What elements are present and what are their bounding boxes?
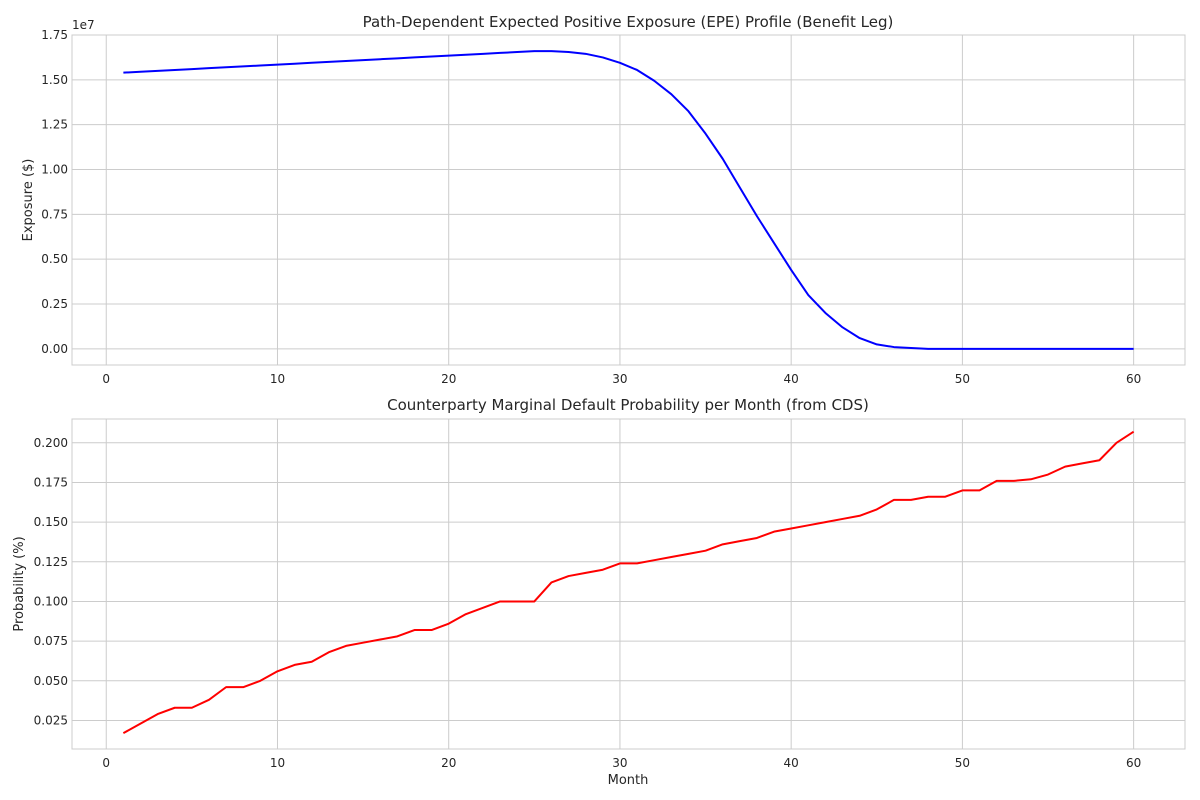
pd-y-ticks: 0.025 0.050 0.075 0.100 0.125 0.150 0.175 0.200 bbox=[34, 436, 68, 728]
pd-x-tick-label: 40 bbox=[784, 756, 799, 770]
epe-x-ticks: 0 10 20 30 40 50 60 bbox=[102, 372, 1141, 386]
pd-x-tick-label: 0 bbox=[102, 756, 110, 770]
pd-plot-area bbox=[71, 418, 1186, 750]
pd-x-tick-label: 10 bbox=[270, 756, 285, 770]
pd-y-axis-label: Probability (%) bbox=[12, 536, 27, 631]
epe-chart: 0 10 20 30 40 50 60 0.00 0.25 0.50 0.75 1.00 1.25 1.… bbox=[21, 13, 1186, 386]
epe-x-tick-label: 60 bbox=[1126, 372, 1141, 386]
pd-y-tick-label: 0.050 bbox=[34, 674, 68, 688]
pd-x-tick-label: 60 bbox=[1126, 756, 1141, 770]
epe-y-tick-label: 0.75 bbox=[41, 207, 68, 221]
pd-x-ticks: 0 10 20 30 40 50 60 bbox=[102, 756, 1141, 770]
pd-grid bbox=[72, 419, 1185, 749]
pd-y-tick-label: 0.150 bbox=[34, 515, 68, 529]
pd-y-tick-label: 0.025 bbox=[34, 713, 68, 727]
epe-y-tick-label: 1.75 bbox=[41, 28, 68, 42]
pd-y-tick-label: 0.100 bbox=[34, 594, 68, 608]
epe-x-tick-label: 40 bbox=[784, 372, 799, 386]
epe-grid bbox=[72, 34, 1185, 365]
pd-y-tick-label: 0.125 bbox=[34, 555, 68, 569]
epe-x-tick-label: 0 bbox=[102, 372, 110, 386]
pd-series-line bbox=[122, 430, 1135, 735]
epe-y-tick-label: 1.25 bbox=[41, 118, 68, 132]
epe-y-tick-label: 0.00 bbox=[41, 342, 68, 356]
pd-chart-title: Counterparty Marginal Default Probabilit… bbox=[387, 396, 869, 414]
epe-y-offset-label: 1e7 bbox=[72, 18, 95, 32]
epe-x-tick-label: 30 bbox=[612, 372, 627, 386]
pd-y-tick-label: 0.175 bbox=[34, 475, 68, 489]
pd-chart: 0 10 20 30 40 50 60 0.0250.0500.0750.1000.1250… bbox=[12, 396, 1186, 788]
epe-series-line bbox=[123, 50, 1134, 350]
epe-y-tick-label: 1.50 bbox=[41, 73, 68, 87]
epe-y-ticks: 0.00 0.25 0.50 0.75 1.00 1.25 1.50 1.75 bbox=[41, 28, 68, 356]
epe-y-axis-label: Exposure ($) bbox=[21, 159, 36, 242]
pd-y-tick-label: 0.075 bbox=[34, 634, 68, 648]
epe-y-tick-label: 0.50 bbox=[41, 252, 68, 266]
epe-chart-title: Path-Dependent Expected Positive Exposur… bbox=[363, 13, 894, 31]
epe-x-tick-label: 10 bbox=[270, 372, 285, 386]
pd-x-tick-label: 30 bbox=[612, 756, 627, 770]
pd-y-tick-label: 0.200 bbox=[34, 436, 68, 450]
pd-x-tick-label: 50 bbox=[955, 756, 970, 770]
epe-y-tick-label: 0.25 bbox=[41, 297, 68, 311]
pd-x-axis-label: Month bbox=[608, 773, 649, 788]
epe-x-tick-label: 50 bbox=[955, 372, 970, 386]
epe-x-tick-label: 20 bbox=[441, 372, 456, 386]
epe-y-tick-label: 1.00 bbox=[41, 163, 68, 177]
epe-plot-area bbox=[71, 34, 1186, 366]
pd-x-tick-label: 20 bbox=[441, 756, 456, 770]
